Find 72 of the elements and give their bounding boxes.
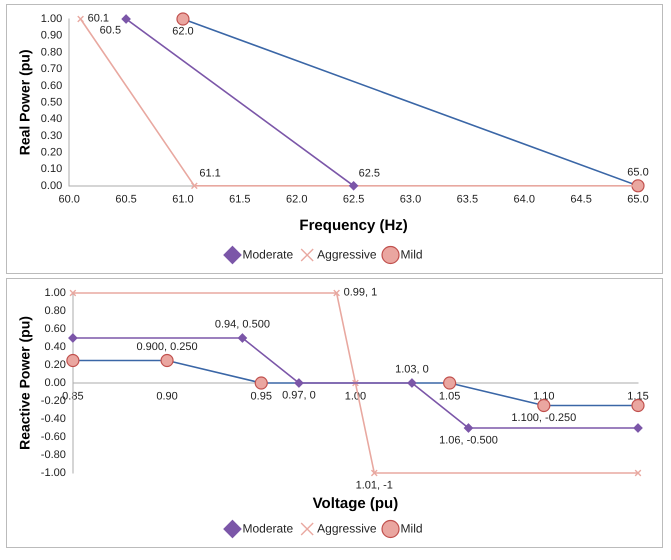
y-tick-label: 0.00 [44,377,66,390]
y-axis-title: Real Power (pu) [16,50,32,156]
x-tick-label: 61.5 [229,193,251,206]
point [352,379,359,387]
y-tick-label: 0.00 [40,180,62,192]
legend-label: Mild [400,521,423,536]
y-tick-label: 0.40 [40,113,62,126]
x-tick-label: 63.0 [400,193,422,206]
x-tick-label: 64.5 [570,193,592,206]
y-tick-label: -1.00 [40,467,66,480]
y-tick-label: 1.00 [40,13,62,26]
x-tick-label: 62.5 [342,193,364,206]
legend-label: Aggressive [317,521,377,536]
annotation: 62.0 [172,26,194,38]
x-tick-label: 1.10 [533,390,555,403]
point [68,333,78,343]
x-tick-label: 60.0 [58,193,80,206]
x-axis-title: Voltage (pu) [312,495,398,512]
annotation: 61.1 [199,167,221,180]
y-tick-label: 0.40 [44,341,66,354]
annotation: 1.01, -1 [356,480,393,492]
y-tick-label: 0.70 [40,63,62,76]
point [633,423,643,433]
point [634,469,642,477]
point [333,289,340,297]
legend-label: Moderate [242,247,294,262]
x-tick-label: 63.5 [456,193,478,206]
annotation: 62.5 [358,167,380,180]
x-tick-label: 1.15 [627,390,649,403]
x-tick-label: 60.5 [115,193,137,206]
y-tick-label: -0.40 [40,413,66,426]
y-tick-label: 0.20 [44,359,66,372]
y-tick-label: 0.10 [40,163,62,176]
y-tick-label: 0.80 [44,305,66,318]
point [69,289,76,297]
x-tick-label: 64.0 [514,193,535,206]
x-tick-label: 65.0 [627,193,649,206]
annotation: 65.0 [627,166,649,178]
y-tick-label: 0.30 [40,130,62,142]
annotation: 60.5 [100,24,122,37]
y-tick-label: 0.50 [40,96,62,108]
legend-label: Aggressive [317,247,377,262]
annotation: 0.97, 0 [282,390,316,402]
y-tick-label: -0.80 [40,449,66,462]
x-tick-label: 0.95 [250,390,272,403]
annotation: 1.03, 0 [395,364,429,376]
y-tick-label: -0.60 [40,431,66,444]
x-axis-title: Frequency (Hz) [299,217,408,234]
point [407,378,417,388]
y-tick-label: 0.90 [40,30,62,42]
annotation: 0.99, 1 [344,286,378,299]
y-axis-title: Reactive Power (pu) [16,316,32,450]
y-tick-label: 0.20 [40,146,62,158]
x-tick-label: 61.0 [172,193,194,206]
annotation: 0.94, 0.500 [214,318,270,331]
point [238,333,248,343]
legend-label: Mild [400,247,423,262]
annotation: 0.900, 0.250 [136,341,198,354]
point [294,378,304,388]
y-tick-label: 0.80 [40,46,62,58]
legend-label: Moderate [242,521,294,536]
y-tick-label: 0.60 [40,80,62,92]
y-tick-label: 1.00 [44,287,66,300]
annotation: 1.100, -0.250 [511,412,576,424]
annotation: 1.06, -0.500 [439,434,498,447]
point [464,423,474,433]
x-tick-label: 1.05 [438,390,460,403]
x-tick-label: 0.90 [156,390,178,403]
point [370,469,378,477]
annotation: 60.1 [88,12,110,25]
y-tick-label: 0.60 [44,323,66,336]
x-tick-label: 62.0 [286,193,308,206]
